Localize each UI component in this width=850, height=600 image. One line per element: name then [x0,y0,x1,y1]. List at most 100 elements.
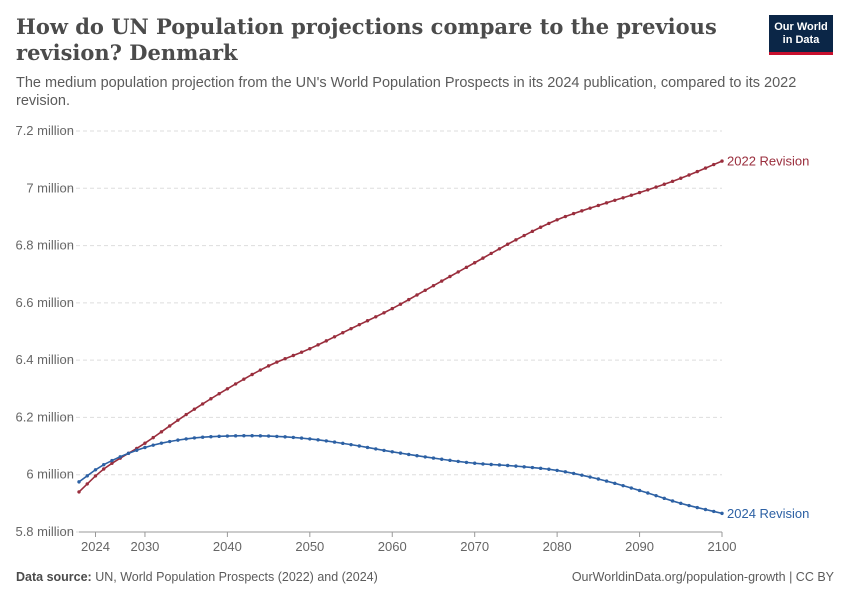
data-point-2024-revision [77,480,81,484]
data-point-2022-revision [275,360,279,364]
data-point-2022-revision [679,176,683,180]
y-tick-label: 7 million [26,180,74,195]
data-point-2024-revision [176,438,180,442]
data-point-2024-revision [670,499,675,503]
series-label-2024-revision: 2024 Revision [727,506,809,521]
axis-layer: 5.8 million 6 million 6.2 million 6.4 milli… [15,123,736,554]
data-point-2024-revision [637,488,642,493]
data-point-2022-revision [522,233,526,238]
data-point-2022-revision [407,297,411,302]
data-point-2024-revision [308,437,312,441]
data-point-2022-revision [621,196,625,200]
data-point-2024-revision [555,468,559,473]
data-point-2024-revision [538,466,543,471]
data-point-2022-revision [629,193,634,197]
grid-layer [62,130,722,533]
y-tick-label: 6.2 million [15,409,74,424]
data-point-2022-revision [398,302,403,306]
logo-line-1: Our World [774,20,828,33]
x-tick-label: 2090 [625,539,654,554]
line-chart: 5.8 million 6 million 6.2 million 6.4 milli… [15,123,809,554]
data-point-2024-revision [489,462,493,467]
data-point-2024-revision [217,434,221,439]
data-point-2022-revision [349,326,353,331]
data-point-2022-revision [588,206,592,210]
data-point-2024-revision [580,473,584,477]
x-tick-label: 2100 [708,539,737,554]
data-point-2024-revision [332,440,337,444]
data-point-2024-revision [662,496,666,501]
y-tick-label: 5.8 million [15,524,74,539]
data-point-2022-revision [555,218,559,222]
data-point-2022-revision [637,190,642,195]
data-point-2024-revision [93,468,98,472]
y-tick-label: 6.4 million [15,352,74,367]
data-point-2022-revision [242,377,246,381]
data-point-2024-revision [167,439,172,444]
data-point-2022-revision [670,179,675,184]
data-point-2022-revision [316,343,320,347]
data-point-2024-revision [283,435,287,439]
data-point-2024-revision [703,507,708,512]
data-point-2024-revision [464,460,469,465]
owid-logo[interactable]: Our World in Data [769,15,833,55]
data-point-2024-revision [687,503,691,508]
data-point-2024-revision [126,451,131,456]
data-point-2024-revision [242,434,246,438]
data-point-2022-revision [464,265,469,270]
data-point-2024-revision [398,451,403,455]
data-point-2022-revision [695,169,699,174]
data-point-2022-revision [176,418,180,422]
y-tick-label: 6.8 million [15,238,74,253]
data-point-2024-revision [374,447,378,451]
label-layer: 2022 Revision 2024 Revision [727,154,809,521]
data-point-2022-revision [481,256,485,260]
data-point-2022-revision [332,335,337,339]
data-point-2024-revision [596,477,601,481]
data-point-2024-revision [85,474,89,478]
data-point-2024-revision [571,471,576,476]
data-point-2022-revision [77,490,81,494]
data-point-2022-revision [159,430,164,434]
data-point-2024-revision [184,437,188,441]
data-point-2022-revision [720,159,724,163]
data-source-label: Data source: [16,570,92,584]
data-source-text[interactable]: UN, World Population Prospects (2022) an… [95,570,378,584]
data-point-2024-revision [588,475,592,479]
data-point-2024-revision [407,452,411,457]
data-point-2022-revision [415,293,419,297]
data-point-2022-revision [192,407,197,411]
data-point-2024-revision [250,434,254,438]
data-point-2024-revision [621,483,625,488]
data-point-2022-revision [505,242,510,246]
data-point-2024-revision [341,441,345,446]
data-point-2022-revision [431,283,436,288]
data-point-2022-revision [703,166,708,170]
data-point-2024-revision [192,436,197,440]
data-point-2024-revision [547,467,551,471]
data-point-2022-revision [341,330,345,335]
data-point-2024-revision [209,435,213,439]
data-point-2022-revision [514,238,518,242]
data-point-2022-revision [283,357,287,361]
data-point-2022-revision [604,201,609,205]
data-point-2024-revision [159,441,164,445]
series-label-2022-revision: 2022 Revision [727,154,809,169]
data-point-2022-revision [93,474,98,478]
data-point-2024-revision [316,438,320,442]
data-point-2024-revision [679,501,683,506]
y-tick-label: 6 million [26,467,74,482]
data-point-2022-revision [390,306,394,311]
data-point-2022-revision [538,225,543,229]
x-tick-label: 2070 [460,539,489,554]
data-point-2024-revision [275,434,279,439]
attribution-link[interactable]: OurWorldinData.org/population-growth | C… [571,570,834,584]
data-point-2024-revision [654,493,658,498]
data-point-2024-revision [118,455,122,459]
data-point-2022-revision [110,461,114,465]
data-point-2022-revision [250,372,254,377]
data-point-2022-revision [448,274,452,279]
chart-title: How do UN Population projections compare… [16,14,717,65]
data-point-2022-revision [167,424,172,428]
x-tick-label: 2060 [378,539,407,554]
